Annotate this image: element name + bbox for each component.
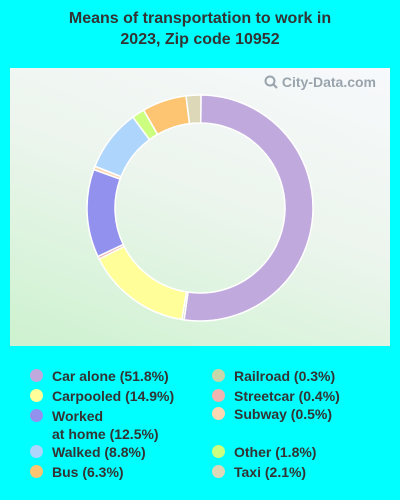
chart-title: Means of transportation to work in 2023, …: [68, 10, 332, 48]
magnifier-icon: [264, 75, 278, 89]
slice-worked-at-home: [86, 168, 125, 258]
watermark: City-Data.com: [264, 74, 376, 90]
slice-taxi: [185, 94, 202, 125]
watermark-text: City-Data.com: [281, 74, 376, 90]
slice-car-alone: [183, 94, 314, 322]
slice-carpooled: [98, 245, 188, 321]
